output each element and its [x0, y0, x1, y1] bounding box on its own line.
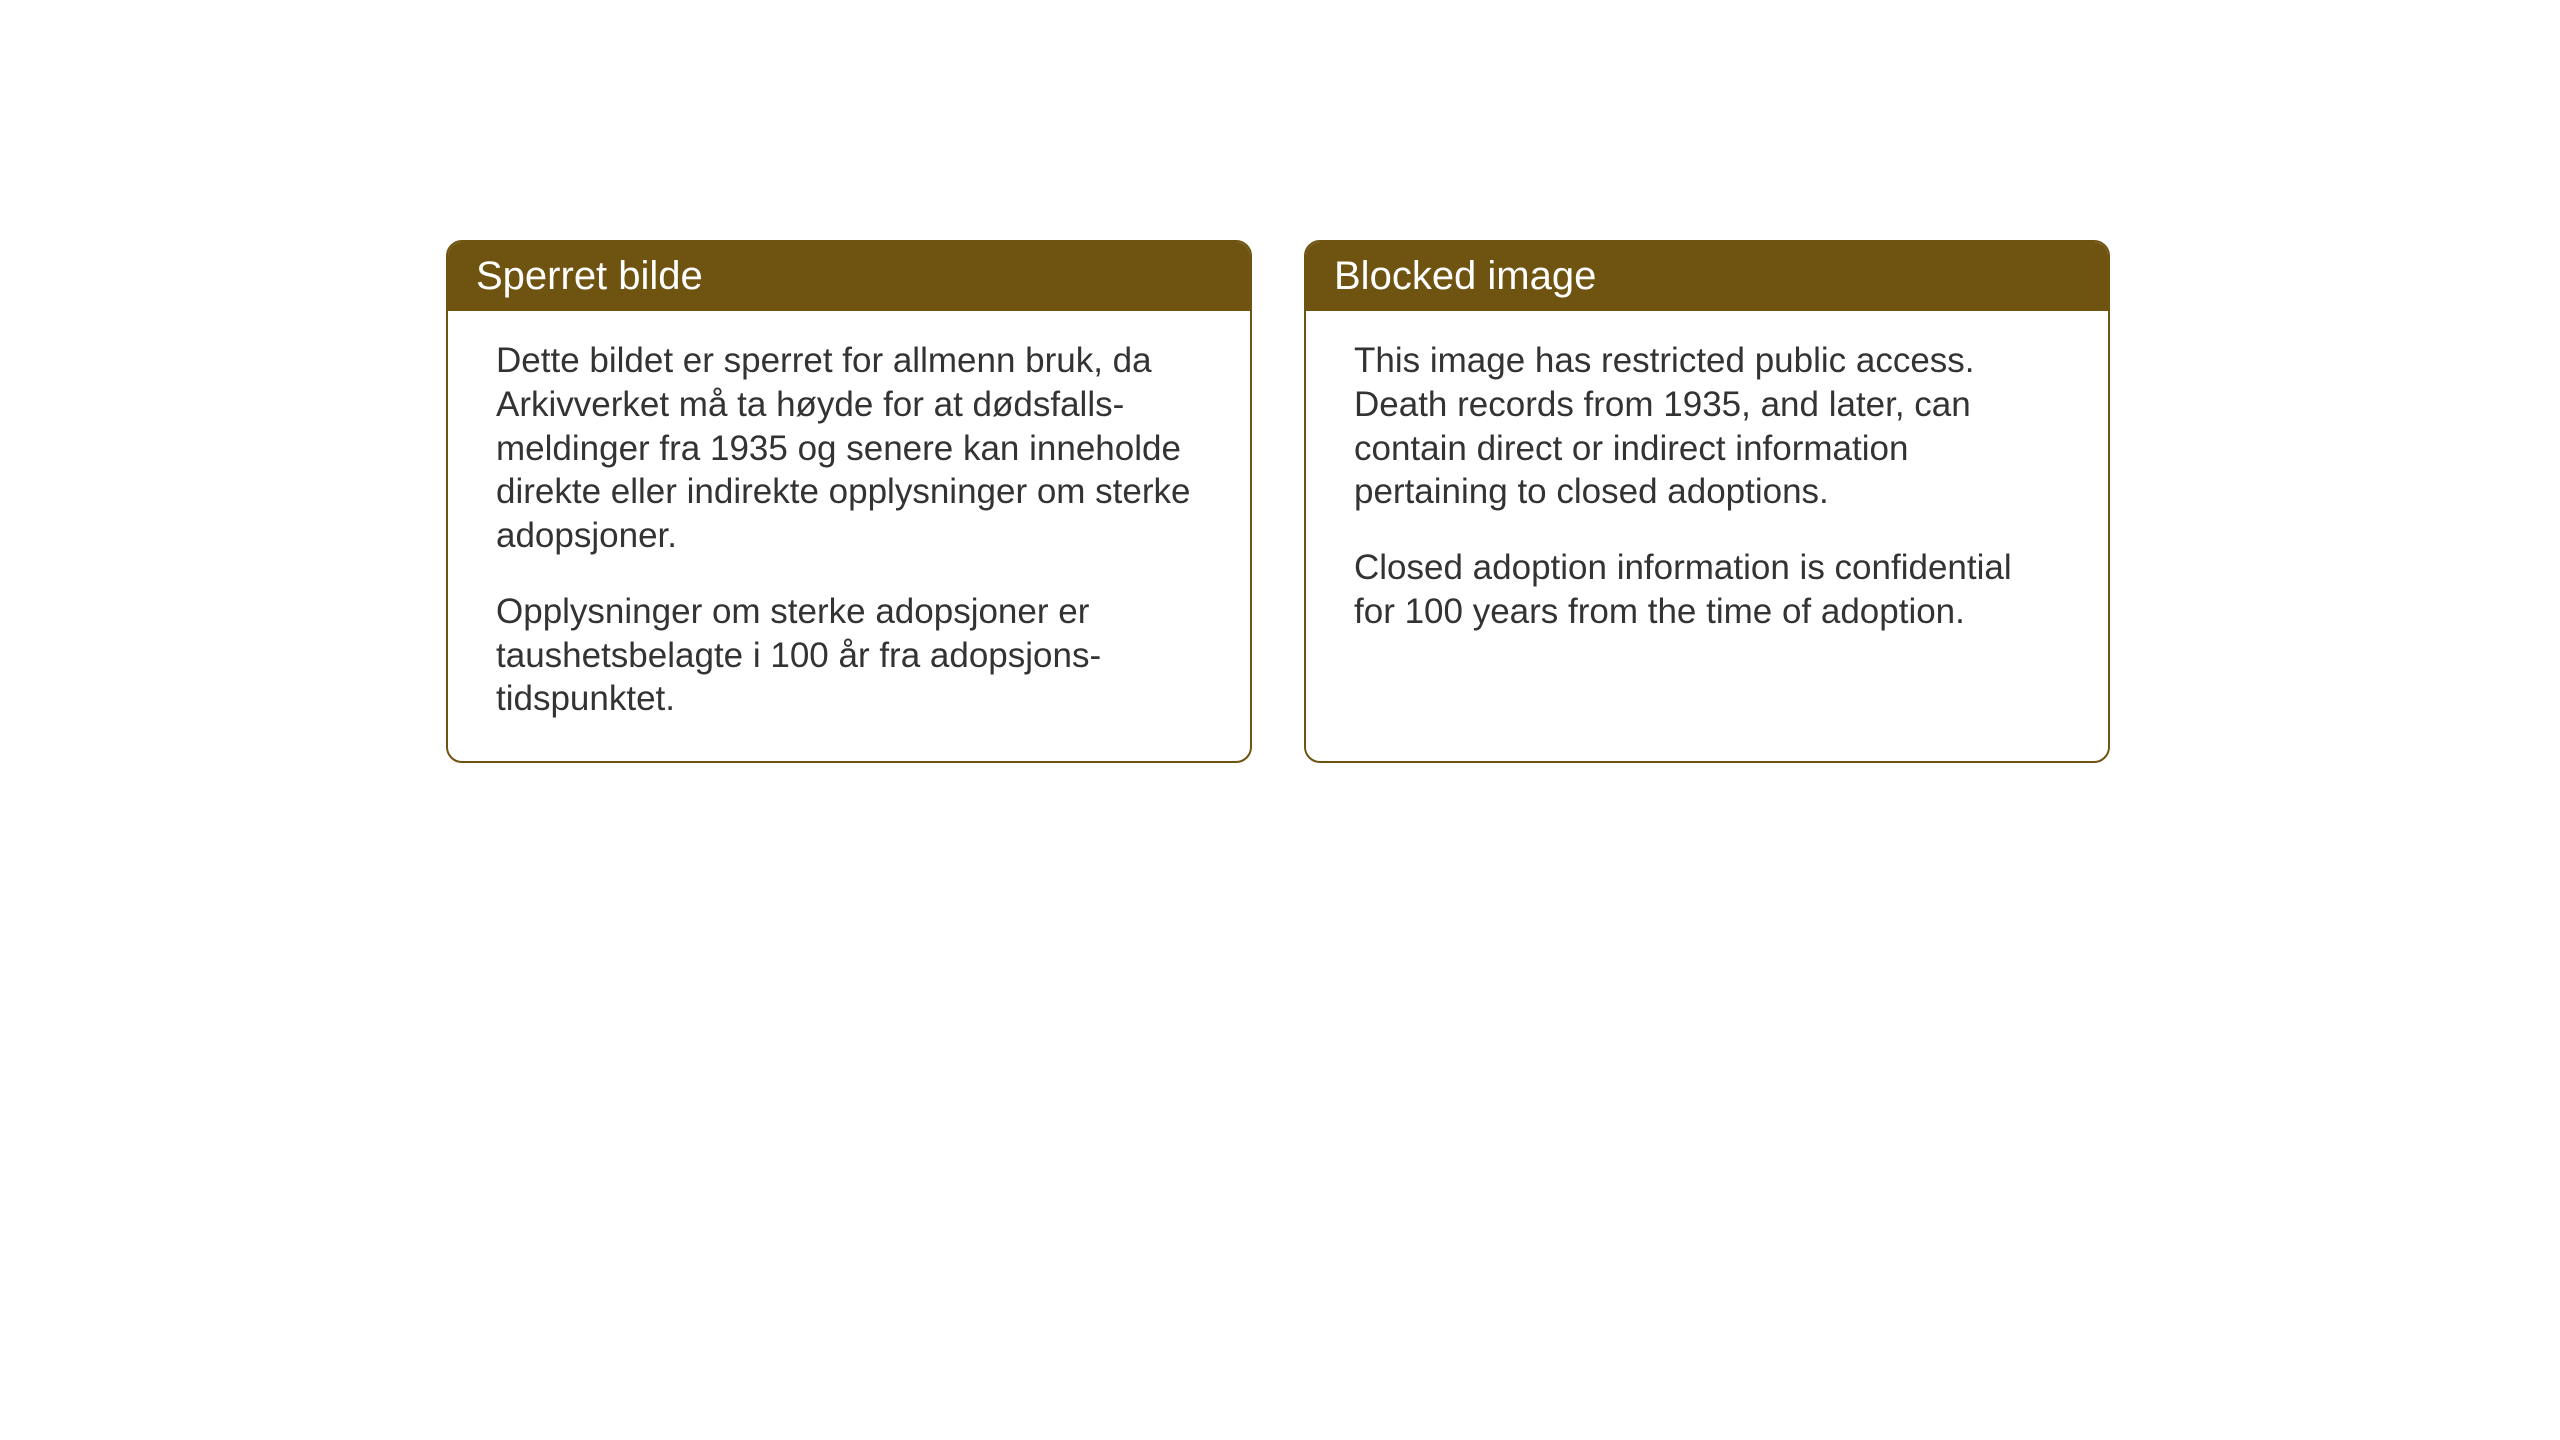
norwegian-notice-card: Sperret bilde Dette bildet er sperret fo… — [446, 240, 1252, 763]
norwegian-paragraph-2: Opplysninger om sterke adopsjoner er tau… — [496, 590, 1202, 721]
notice-cards-container: Sperret bilde Dette bildet er sperret fo… — [446, 240, 2110, 763]
english-notice-card: Blocked image This image has restricted … — [1304, 240, 2110, 763]
norwegian-card-title: Sperret bilde — [448, 242, 1250, 311]
norwegian-card-body: Dette bildet er sperret for allmenn bruk… — [448, 311, 1250, 761]
norwegian-paragraph-1: Dette bildet er sperret for allmenn bruk… — [496, 339, 1202, 558]
english-card-body: This image has restricted public access.… — [1306, 311, 2108, 674]
english-card-title: Blocked image — [1306, 242, 2108, 311]
english-paragraph-2: Closed adoption information is confident… — [1354, 546, 2060, 634]
english-paragraph-1: This image has restricted public access.… — [1354, 339, 2060, 514]
